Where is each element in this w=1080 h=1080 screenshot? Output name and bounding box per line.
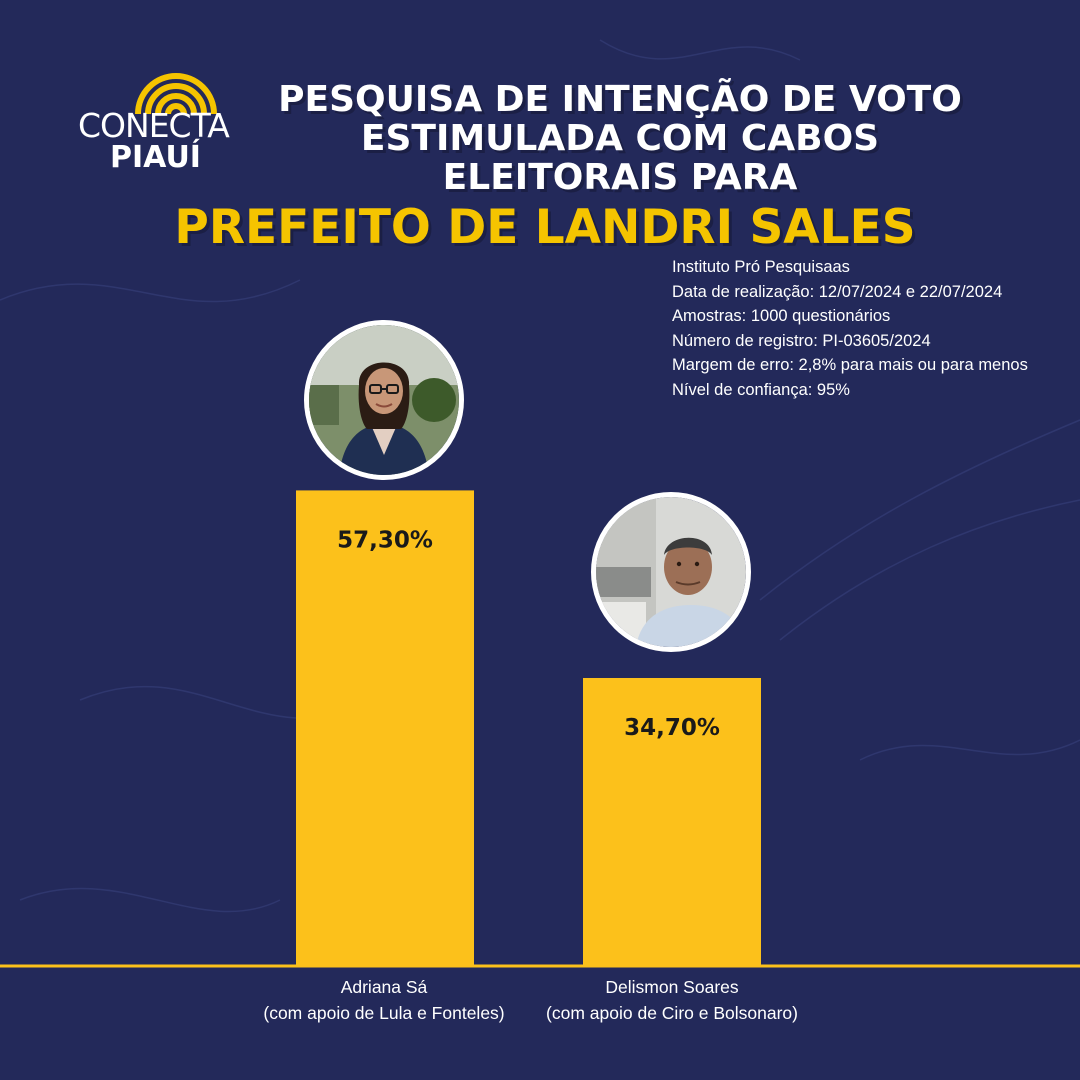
bar <box>296 490 474 966</box>
conecta-piaui-logo: CONECTA PIAUÍ <box>74 62 244 175</box>
survey-info: Instituto Pró Pesquisaas Data de realiza… <box>672 255 1077 402</box>
candidate-support: (com apoio de Lula e Fonteles) <box>263 1003 505 1023</box>
survey-info-line: Data de realização: 12/07/2024 e 22/07/2… <box>672 282 1003 301</box>
survey-info-line: Margem de erro: 2,8% para mais ou para m… <box>672 356 1028 374</box>
logo-word-piaui: PIAUÍ <box>110 140 201 175</box>
survey-info-line: Amostras: 1000 questionários <box>672 307 891 325</box>
bar <box>583 677 761 966</box>
title-line: ESTIMULADA COM CABOS <box>360 118 880 159</box>
title-line: ELEITORAIS PARA <box>442 157 798 198</box>
page-title: PESQUISA DE INTENÇÃO DE VOTO ESTIMULADA … <box>250 80 990 197</box>
logo-word-conecta: CONECTA <box>78 106 230 145</box>
candidate-photo-woman <box>304 320 464 480</box>
survey-info-line: Nível de confiança: 95% <box>672 380 850 399</box>
candidate-support: (com apoio de Ciro e Bolsonaro) <box>546 1003 798 1023</box>
survey-info-line: Número de registro: PI-03605/2024 <box>672 331 931 350</box>
sunrise-arcs-icon <box>135 73 217 115</box>
bar-value-label: 57,30% <box>337 527 433 553</box>
candidate-name: Adriana Sá <box>340 977 428 997</box>
survey-info-line: Instituto Pró Pesquisaas <box>672 258 850 276</box>
candidate-name: Delismon Soares <box>605 977 739 997</box>
bar-value-label: 34,70% <box>624 715 720 741</box>
category-label: Delismon Soares (com apoio de Ciro e Bol… <box>522 974 822 1026</box>
page-subtitle: PREFEITO DE LANDRI SALES <box>174 200 916 255</box>
title-line: PESQUISA DE INTENÇÃO DE VOTO <box>278 79 962 120</box>
candidate-photo-man <box>591 492 751 652</box>
category-label: Adriana Sá (com apoio de Lula e Fonteles… <box>234 974 534 1026</box>
